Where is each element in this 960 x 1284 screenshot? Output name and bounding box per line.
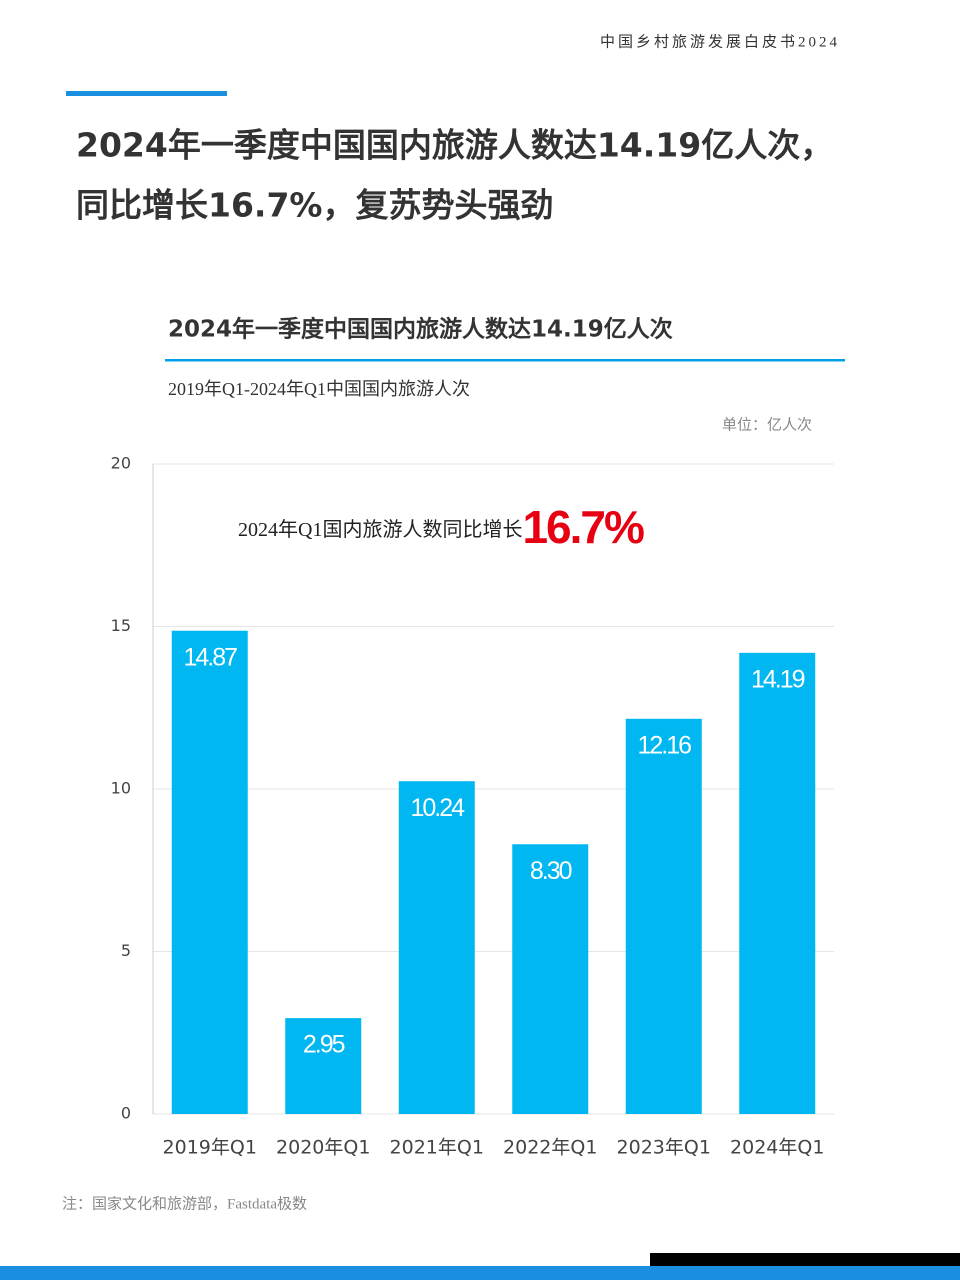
x-tick-label: 2022年Q1 [503,1137,597,1159]
value-label: 14.87 [183,643,237,671]
annotation-text: 2024年Q1国内旅游人数同比增长 [238,518,522,541]
x-tick-label: 2020年Q1 [276,1137,370,1159]
bar [398,781,475,1114]
x-tick-label: 2019年Q1 [163,1137,257,1159]
plot: 0 5 10 15 20 14.87 2019年Q1 2.95 2020年Q1 10.24 2021… [111,454,834,1159]
bar [625,718,702,1114]
accent-bar [66,91,227,96]
value-label: 2.95 [303,1031,345,1059]
headline: 2024年一季度中国国内旅游人数达14.19亿人次， [76,126,833,165]
y-tick-label: 20 [111,454,131,473]
title-rule [165,359,845,362]
header-title: 中国乡村旅游发展白皮书2024 [600,33,840,50]
chart-subtitle: 2019年Q1-2024年Q1中国国内旅游人次 [168,379,470,399]
chart-title: 2024年一季度中国国内旅游人数达14.19亿人次 [168,316,673,343]
footer-bar-dark [650,1253,960,1267]
bar [512,844,589,1114]
y-tick-label: 10 [111,779,131,798]
unit-label: 单位：亿人次 [722,416,812,434]
source-note: 注：国家文化和旅游部，Fastdata极数 [62,1195,307,1212]
value-label: 8.30 [530,857,572,885]
headline: 同比增长16.7%，复苏势头强劲 [76,186,554,225]
footer-bar [0,1266,960,1280]
value-label: 10.24 [410,794,465,822]
x-tick-label: 2023年Q1 [617,1137,711,1159]
x-tick-label: 2024年Q1 [730,1137,824,1159]
x-tick-label: 2021年Q1 [390,1137,484,1159]
annotation-highlight: 16.7% [522,501,644,553]
annotation: 2024年Q1国内旅游人数同比增长16.7% [238,501,644,553]
bar [171,630,248,1114]
y-tick-label: 5 [121,941,131,960]
value-label: 12.16 [637,731,691,759]
value-label: 14.19 [751,665,805,693]
y-tick-label: 15 [111,616,131,635]
y-tick-label: 0 [121,1104,131,1123]
bar [285,1018,362,1114]
bar [739,652,816,1114]
